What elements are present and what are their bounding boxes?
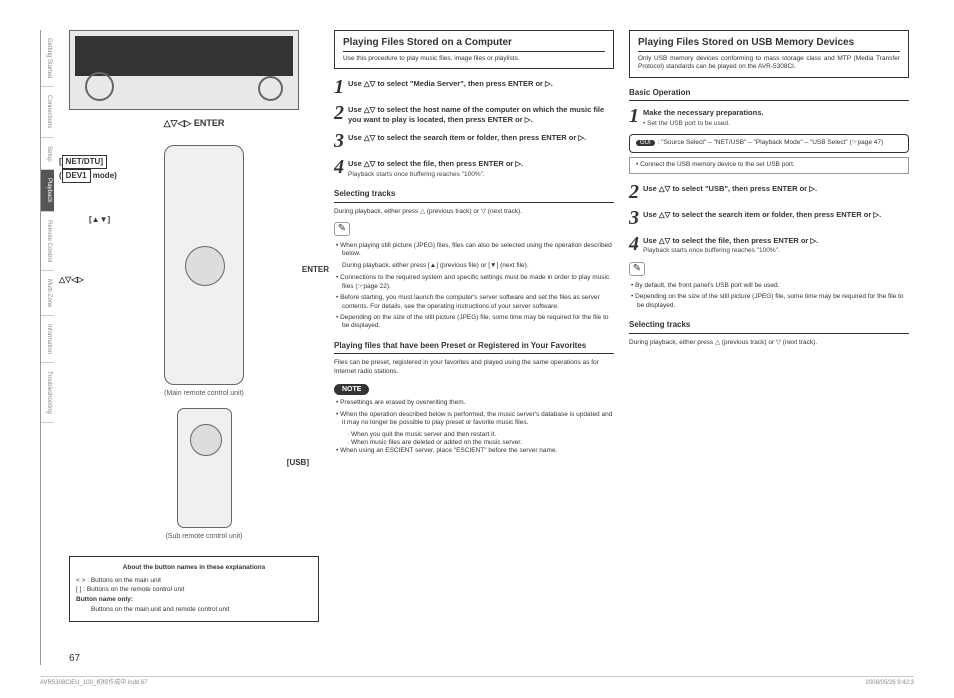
pencil-icon: ✎ xyxy=(334,222,350,236)
tab-active: Playback xyxy=(41,170,54,211)
basic-operation-heading: Basic Operation xyxy=(629,88,909,101)
tab: Setup xyxy=(41,138,54,171)
usb-callout: [USB] xyxy=(287,458,309,468)
tab: Multi-Zone xyxy=(41,271,54,316)
sub-remote-caption: (Sub remote control unit) xyxy=(89,532,319,541)
arrows-enter-label: △▽◁▷ ENTER xyxy=(69,118,319,130)
legend-box: About the button names in these explanat… xyxy=(69,556,319,622)
selecting-tracks-heading: Selecting tracks xyxy=(629,320,909,333)
tab: Connections xyxy=(41,87,54,137)
arrows-callout: △▽◁▷ xyxy=(59,275,84,285)
tab: Getting Started xyxy=(41,30,54,87)
main-remote-caption: (Main remote control unit) xyxy=(89,389,319,398)
sub-remote-illustration xyxy=(177,408,232,528)
section-usb: Playing Files Stored on USB Memory Devic… xyxy=(629,30,909,78)
gui-box: GUI: "Source Select" – "NET/USB" – "Play… xyxy=(629,134,909,153)
enter-callout: ENTER xyxy=(302,265,329,275)
favorites-heading: Playing files that have been Preset or R… xyxy=(334,341,614,354)
updown-callout: [▲▼] xyxy=(89,215,110,225)
section-computer: Playing Files Stored on a Computer Use t… xyxy=(334,30,614,69)
note-badge: NOTE xyxy=(334,384,369,395)
netdtu-callout: [NET/DTU] (DEV1 mode) xyxy=(59,155,117,184)
tab: Troubleshooting xyxy=(41,363,54,423)
connect-note: • Connect the USB memory device to the s… xyxy=(629,157,909,173)
pencil-icon: ✎ xyxy=(629,262,645,276)
page-footer: AVR5308CIEU_100_初校作成中.indd 672008/05/26 … xyxy=(40,676,914,688)
page-number: 67 xyxy=(69,652,319,665)
selecting-tracks-heading: Selecting tracks xyxy=(334,189,614,202)
receiver-illustration xyxy=(69,30,299,110)
main-remote-illustration xyxy=(164,145,244,385)
tab: Information xyxy=(41,316,54,363)
tab: Remote Control xyxy=(41,212,54,271)
side-tabs: Getting Started Connections Setup Playba… xyxy=(40,30,54,665)
